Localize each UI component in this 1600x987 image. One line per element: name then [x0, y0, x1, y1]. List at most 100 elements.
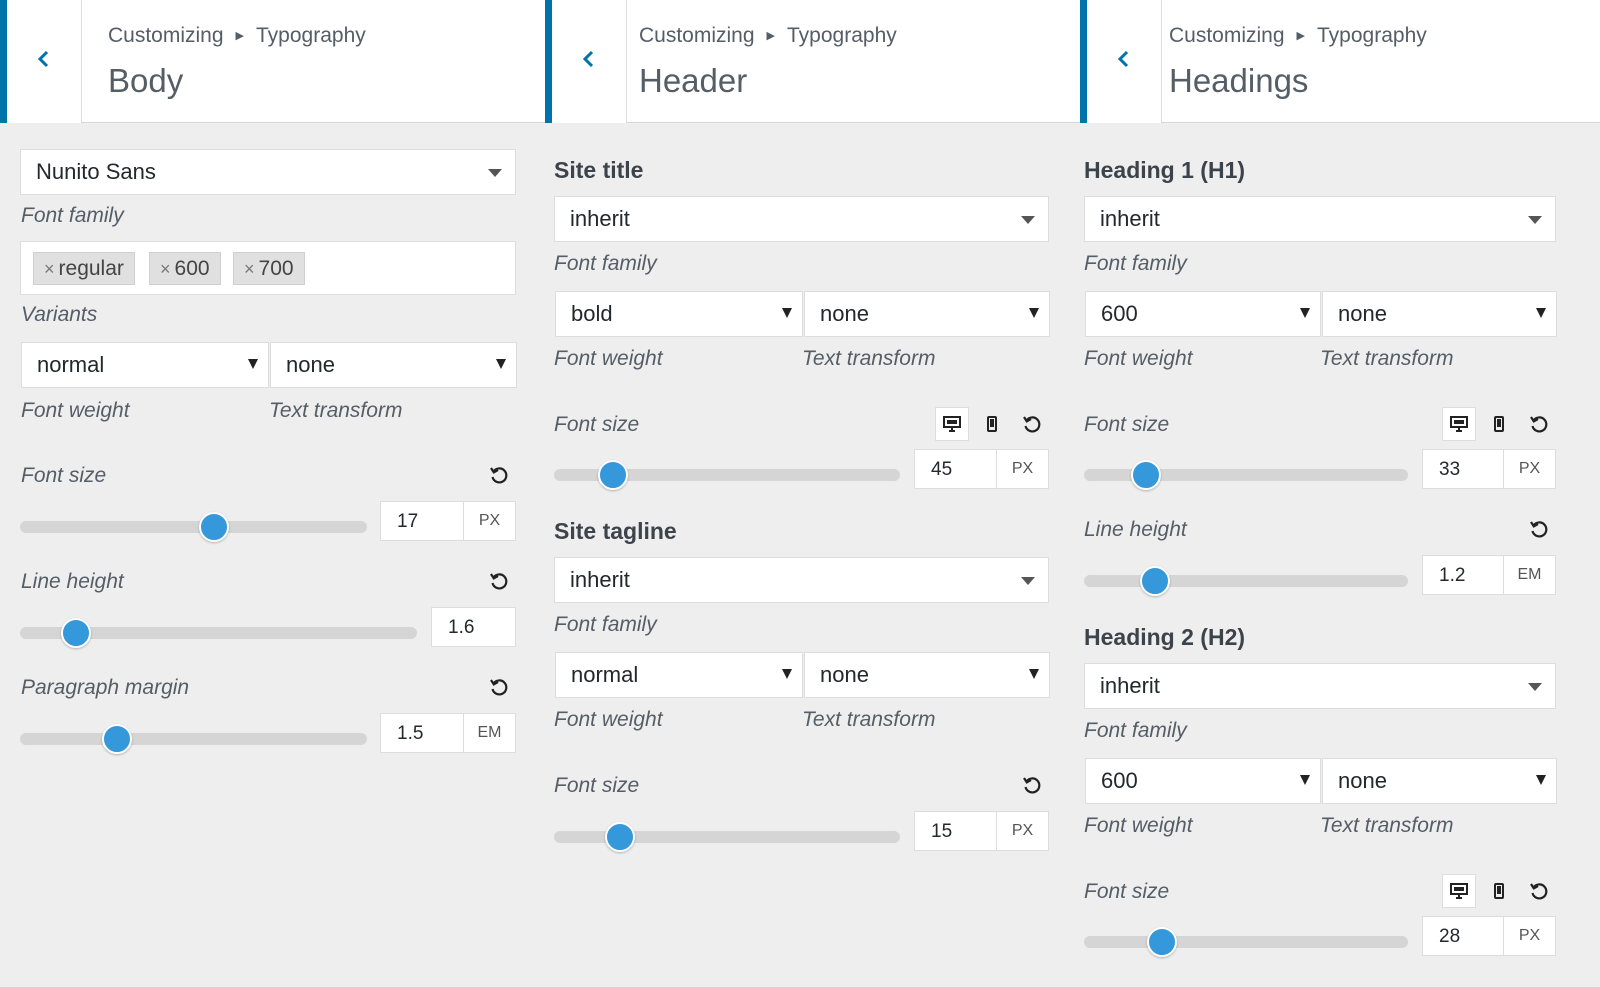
caret-down-icon	[1300, 308, 1310, 318]
font-size-input[interactable]: 33 PX	[1422, 449, 1556, 489]
font-size-slider-track[interactable]	[554, 469, 900, 481]
paragraph-margin-slider-thumb[interactable]	[102, 724, 133, 754]
font-family-label: Font family	[554, 613, 657, 636]
font-weight-select[interactable]: bold	[555, 291, 803, 337]
reset-button[interactable]	[1522, 407, 1556, 441]
back-button[interactable]	[0, 0, 82, 123]
desktop-button[interactable]	[1442, 407, 1476, 441]
reset-icon	[489, 465, 509, 485]
font-size-slider-thumb[interactable]	[1146, 927, 1177, 957]
paragraph-margin-input[interactable]: 1.5 EM	[380, 713, 516, 753]
variant-tag[interactable]: × 600	[149, 252, 221, 285]
remove-icon[interactable]: ×	[44, 259, 55, 279]
page-title: Body	[108, 62, 184, 99]
font-size-slider-thumb[interactable]	[597, 460, 628, 490]
font-size-value: 28	[1439, 926, 1461, 947]
line-height-slider-track[interactable]	[20, 627, 417, 639]
font-weight-select[interactable]: normal	[555, 652, 803, 698]
back-button[interactable]	[545, 0, 627, 123]
font-size-unit: PX	[996, 812, 1048, 850]
font-weight-value: 600	[1101, 768, 1138, 793]
panel-header: Customizing ▶ Typography Headings	[1080, 0, 1600, 123]
variant-tag[interactable]: × regular	[33, 252, 135, 285]
font-size-input[interactable]: 28 PX	[1422, 916, 1556, 956]
desktop-icon	[943, 416, 961, 432]
line-height-value: 1.6	[448, 617, 475, 638]
font-size-unit: PX	[463, 502, 515, 540]
font-size-input[interactable]: 17 PX	[380, 501, 516, 541]
section-heading: Heading 1 (H1)	[1084, 157, 1246, 183]
font-family-select[interactable]: inherit	[554, 557, 1049, 603]
reset-button[interactable]	[1015, 768, 1049, 802]
desktop-button[interactable]	[935, 407, 969, 441]
section-heading: Heading 2 (H2)	[1084, 624, 1246, 650]
variant-tag[interactable]: × 700	[233, 252, 305, 285]
font-size-slider-thumb[interactable]	[1130, 460, 1161, 490]
font-weight-select[interactable]: 600	[1085, 291, 1321, 337]
font-size-input[interactable]: 45 PX	[914, 449, 1049, 489]
font-family-select[interactable]: inherit	[554, 196, 1049, 242]
mobile-button[interactable]	[1482, 874, 1516, 908]
font-size-slider-track[interactable]	[20, 521, 367, 533]
breadcrumb-section: Typography	[1317, 24, 1427, 47]
caret-down-icon	[1029, 669, 1039, 679]
reset-button[interactable]	[1522, 874, 1556, 908]
back-button[interactable]	[1080, 0, 1162, 123]
remove-icon[interactable]: ×	[244, 259, 255, 279]
font-family-select[interactable]: inherit	[1084, 196, 1556, 242]
font-size-label: Font size	[554, 774, 640, 797]
text-transform-value: none	[820, 662, 869, 687]
panel-header: Customizing ▶ Typography Body	[0, 0, 545, 123]
reset-icon	[1022, 414, 1042, 434]
font-weight-select[interactable]: normal	[21, 342, 269, 388]
font-family-select[interactable]: inherit	[1084, 663, 1556, 709]
text-transform-select[interactable]: none	[270, 342, 517, 388]
font-weight-label: Font weight	[1084, 814, 1193, 837]
desktop-button[interactable]	[1442, 874, 1476, 908]
header-panel: Customizing ▶ Typography Header Site title…	[545, 0, 1080, 987]
remove-icon[interactable]: ×	[160, 259, 171, 279]
mobile-button[interactable]	[1482, 407, 1516, 441]
font-family-value: inherit	[1100, 673, 1160, 698]
mobile-button[interactable]	[975, 407, 1009, 441]
reset-button[interactable]	[482, 458, 516, 492]
variants-label: Variants	[21, 303, 98, 326]
font-size-slider-track[interactable]	[1084, 936, 1408, 948]
breadcrumb-root: Customizing	[108, 24, 224, 47]
text-transform-select[interactable]: none	[804, 652, 1050, 698]
reset-button[interactable]	[1522, 512, 1556, 546]
reset-button[interactable]	[482, 564, 516, 598]
reset-button[interactable]	[1015, 407, 1049, 441]
font-family-select[interactable]: Nunito Sans	[20, 149, 516, 195]
text-transform-select[interactable]: none	[1322, 291, 1557, 337]
line-height-input[interactable]: 1.6	[431, 607, 516, 647]
reset-button[interactable]	[482, 670, 516, 704]
panel-header: Customizing ▶ Typography Header	[545, 0, 1080, 123]
line-height-label: Line height	[21, 570, 124, 593]
font-weight-select[interactable]: 600	[1085, 758, 1321, 804]
desktop-icon	[1450, 416, 1468, 432]
line-height-slider-thumb[interactable]	[60, 618, 91, 648]
font-weight-value: normal	[571, 662, 639, 687]
paragraph-margin-slider-track[interactable]	[20, 733, 367, 745]
mobile-icon	[987, 416, 997, 432]
text-transform-select[interactable]: none	[804, 291, 1050, 337]
text-transform-select[interactable]: none	[1322, 758, 1557, 804]
mobile-icon	[1494, 416, 1504, 432]
font-weight-label: Font weight	[554, 708, 663, 731]
line-height-slider-thumb[interactable]	[1140, 566, 1171, 596]
reset-icon	[489, 677, 509, 697]
font-size-label: Font size	[1084, 880, 1170, 903]
line-height-input[interactable]: 1.2 EM	[1422, 555, 1556, 595]
font-size-input[interactable]: 15 PX	[914, 811, 1049, 851]
breadcrumb: Customizing ▶ Typography	[639, 24, 897, 48]
font-size-slider-track[interactable]	[554, 831, 900, 843]
font-size-slider-thumb[interactable]	[604, 822, 635, 852]
font-size-unit: PX	[996, 450, 1048, 488]
font-size-slider-thumb[interactable]	[199, 512, 230, 542]
caret-down-icon	[1536, 308, 1546, 318]
caret-down-icon	[1029, 308, 1039, 318]
font-size-slider-track[interactable]	[1084, 469, 1408, 481]
variants-field[interactable]: × regular × 600 × 700	[20, 241, 516, 295]
line-height-slider-track[interactable]	[1084, 575, 1408, 587]
